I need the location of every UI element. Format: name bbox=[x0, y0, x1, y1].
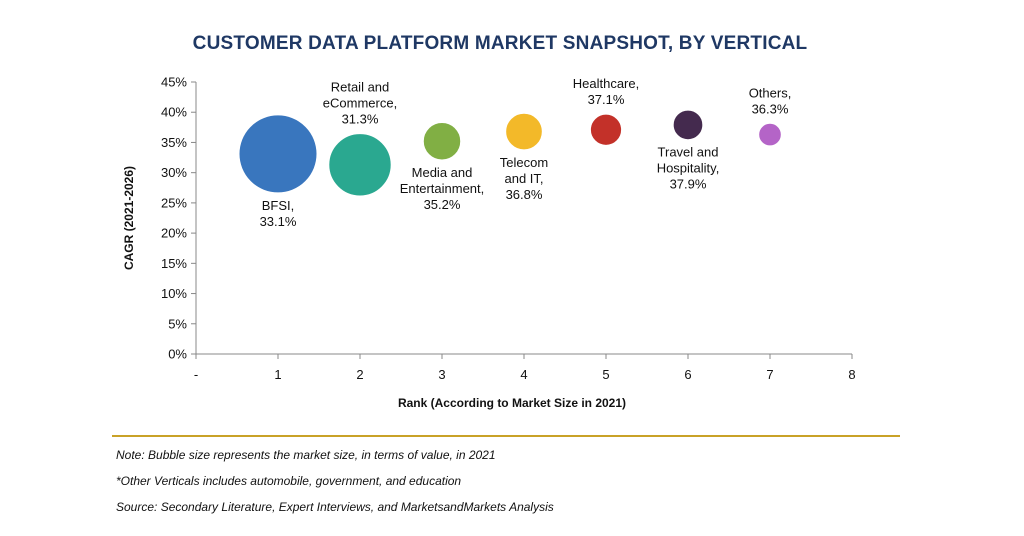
x-tick-label: 7 bbox=[766, 367, 773, 382]
other-verticals-note: *Other Verticals includes automobile, go… bbox=[116, 474, 462, 488]
bubble bbox=[238, 114, 318, 194]
chart-title: CUSTOMER DATA PLATFORM MARKET SNAPSHOT, … bbox=[192, 33, 808, 54]
x-tick-label: 5 bbox=[602, 367, 609, 382]
bubble-label: Travel and Hospitality, 37.9% bbox=[657, 145, 720, 192]
x-tick-label: 2 bbox=[356, 367, 363, 382]
bubble bbox=[422, 122, 462, 161]
y-tick-label: 20% bbox=[161, 226, 187, 241]
y-tick-label: 45% bbox=[161, 75, 187, 90]
source-note: Source: Secondary Literature, Expert Int… bbox=[116, 500, 554, 514]
x-tick-label: 3 bbox=[438, 367, 445, 382]
bubble bbox=[589, 113, 623, 146]
bubble-label: Telecom and IT, 36.8% bbox=[500, 155, 548, 202]
note-divider bbox=[112, 435, 900, 437]
y-tick-label: 40% bbox=[161, 105, 187, 120]
bubble-label: Retail and eCommerce, 31.3% bbox=[323, 80, 397, 127]
bubble-size-note: Note: Bubble size represents the market … bbox=[116, 448, 496, 462]
x-tick-label: 6 bbox=[684, 367, 691, 382]
bubble-label: Healthcare, 37.1% bbox=[573, 76, 639, 107]
bubble bbox=[328, 133, 392, 197]
x-tick-label: 8 bbox=[848, 367, 855, 382]
y-axis-title: CAGR (2021-2026) bbox=[122, 166, 136, 270]
x-tick-label: 4 bbox=[520, 367, 527, 382]
y-tick-label: 35% bbox=[161, 135, 187, 150]
y-tick-label: 25% bbox=[161, 195, 187, 210]
bubble bbox=[672, 109, 704, 141]
x-tick-label: - bbox=[194, 367, 198, 382]
y-tick-label: 15% bbox=[161, 256, 187, 271]
bubble bbox=[758, 122, 782, 147]
x-tick-label: 1 bbox=[274, 367, 281, 382]
bubble-chart: 0% 5% 10% 15% 20% 25% 30% 35% 40% 45% - 1 2 3 4 5 6 7 8 Ran… bbox=[122, 75, 856, 411]
x-axis-title: Rank (According to Market Size in 2021) bbox=[398, 396, 626, 410]
bubble bbox=[505, 112, 543, 151]
y-tick-label: 10% bbox=[161, 286, 187, 301]
bubble-label: Media and Entertainment, 35.2% bbox=[400, 165, 485, 212]
y-tick-label: 5% bbox=[168, 316, 187, 331]
y-tick-label: 30% bbox=[161, 165, 187, 180]
y-tick-label: 0% bbox=[168, 347, 187, 362]
bubble-label: BFSI, 33.1% bbox=[260, 198, 297, 229]
bubble-label: Others, 36.3% bbox=[749, 85, 792, 116]
